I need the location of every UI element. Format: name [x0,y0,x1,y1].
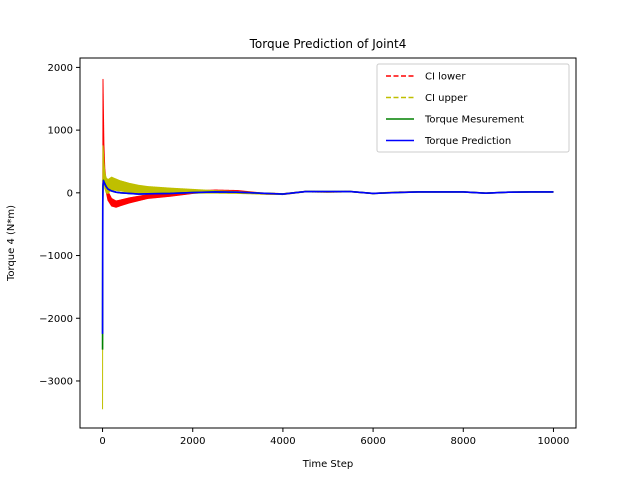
legend-label: Torque Prediction [424,136,511,147]
series-line [101,180,554,334]
legend-box [376,63,570,153]
y-tick-label: −2000 [39,314,73,325]
x-tick-label: 4000 [270,436,295,447]
y-tick-label: 2000 [48,63,73,74]
series-torque-prediction [101,180,554,334]
y-axis-label: Torque 4 (N*m) [6,205,17,282]
legend-label: CI lower [425,72,466,83]
x-tick-label: 10000 [538,436,570,447]
y-tick-label: 1000 [48,126,73,137]
y-tick-label: −3000 [39,376,73,387]
y-axis: 2000 1000 0 −1000 −2000 −3000 [39,63,80,387]
plot-frame [79,57,577,429]
legend-label: Torque Mesurement [424,115,524,126]
legend-label: CI upper [425,93,468,104]
x-tick-label: 6000 [360,436,385,447]
x-tick-label: 8000 [451,436,476,447]
series-layer [101,78,554,410]
y-tick-label: −1000 [39,251,73,262]
x-tick-label: 2000 [180,436,205,447]
plot-area [101,78,554,410]
legend: CI lower CI upper Torque Mesurement Torque … [376,63,570,153]
x-axis: 0 2000 4000 6000 8000 10000 [99,428,569,447]
chart-title: Torque Prediction of Joint4 [249,37,407,51]
x-axis-label: Time Step [302,459,353,470]
x-tick-label: 0 [99,436,105,447]
y-tick-label: 0 [67,188,73,199]
